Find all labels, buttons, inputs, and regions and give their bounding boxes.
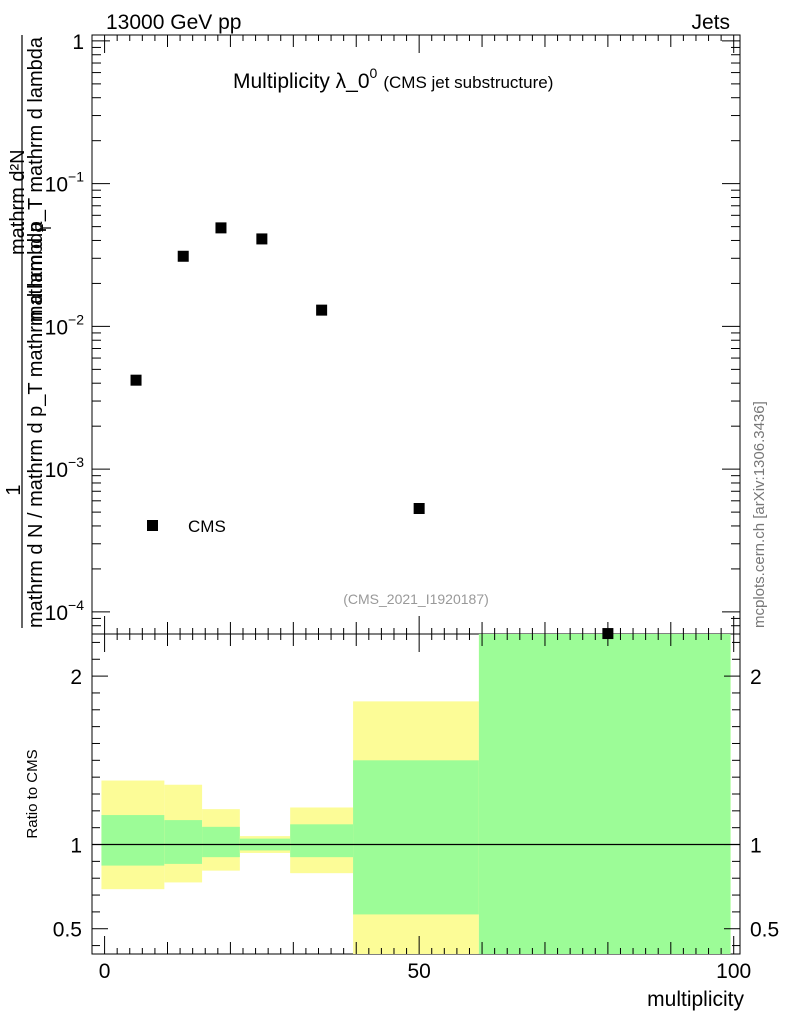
- data-point-4: [316, 304, 328, 316]
- ratio-band-inner-5: [353, 760, 479, 915]
- ratio-ytick-label-right: 2: [750, 666, 762, 689]
- ratio-ytick-label-right: 1: [750, 835, 762, 858]
- main-ytick-label: 10−4: [45, 597, 85, 625]
- xtick-label: 100: [716, 960, 751, 983]
- ratio-band-inner-4: [290, 824, 354, 858]
- legend: CMS: [147, 517, 226, 536]
- main-ytick-label: 10−3: [45, 454, 85, 482]
- analysis-id: (CMS_2021_I1920187): [343, 591, 489, 607]
- ratio-band-inner-2: [202, 826, 240, 858]
- data-point-0: [130, 374, 142, 386]
- ylabel-numerator-mid: mathrm d p_T mathrm d lambda: [25, 36, 47, 322]
- main-ytick-label: 1: [72, 31, 84, 54]
- data-point-5: [413, 503, 425, 515]
- legend-label: CMS: [188, 517, 226, 536]
- ratio-ytick-label: 1: [70, 835, 82, 858]
- ratio-bands: [92, 634, 740, 954]
- ylabel-numerator-sub: T: [39, 224, 54, 232]
- ylabel-denominator: mathrm d N / mathrm d p_T mathrm d lambd…: [25, 221, 47, 628]
- ratio-band-inner-6: [478, 634, 731, 954]
- data-point-3: [256, 233, 268, 245]
- ratio-band-inner-0: [101, 815, 165, 866]
- xtick-label: 50: [407, 960, 430, 983]
- ylabel-numerator: mathrm d²N: [7, 149, 29, 255]
- main-plot-frame: [91, 34, 741, 635]
- data-point-6: [602, 628, 614, 640]
- legend-marker: [147, 520, 158, 531]
- xtick-label: 0: [99, 960, 111, 983]
- ratio-ytick-label-right: 0.5: [750, 919, 779, 942]
- main-ytick-label: 10−2: [45, 311, 85, 339]
- ratio-band-inner-1: [164, 820, 203, 864]
- data-point-1: [177, 250, 189, 262]
- ratio-ytick-label: 0.5: [53, 919, 82, 942]
- ylabel-one: 1: [3, 484, 25, 495]
- main-axes: 1 10−1 10−2 10−3 10−4: [45, 31, 740, 635]
- main-ylabel: mathrm d p_T mathrm d lambda T mathrm d²…: [3, 35, 54, 628]
- ratio-axes: 0.5 0.5 1 1 2 2 0 50 100: [53, 35, 779, 983]
- data-point-2: [215, 222, 227, 234]
- x-axis-label: multiplicity: [647, 988, 744, 1011]
- main-ytick-label: 10−1: [45, 169, 85, 197]
- process-label: Jets: [691, 11, 730, 34]
- watermark: mcplots.cern.ch [arXiv:1306.3436]: [751, 401, 768, 628]
- ratio-ytick-label: 2: [70, 666, 82, 689]
- data-points: [130, 222, 614, 640]
- ratio-ylabel: Ratio to CMS: [24, 749, 41, 838]
- plot-title: Multiplicity λ_00 (CMS jet substructure): [233, 65, 553, 93]
- energy-label: 13000 GeV pp: [106, 11, 241, 34]
